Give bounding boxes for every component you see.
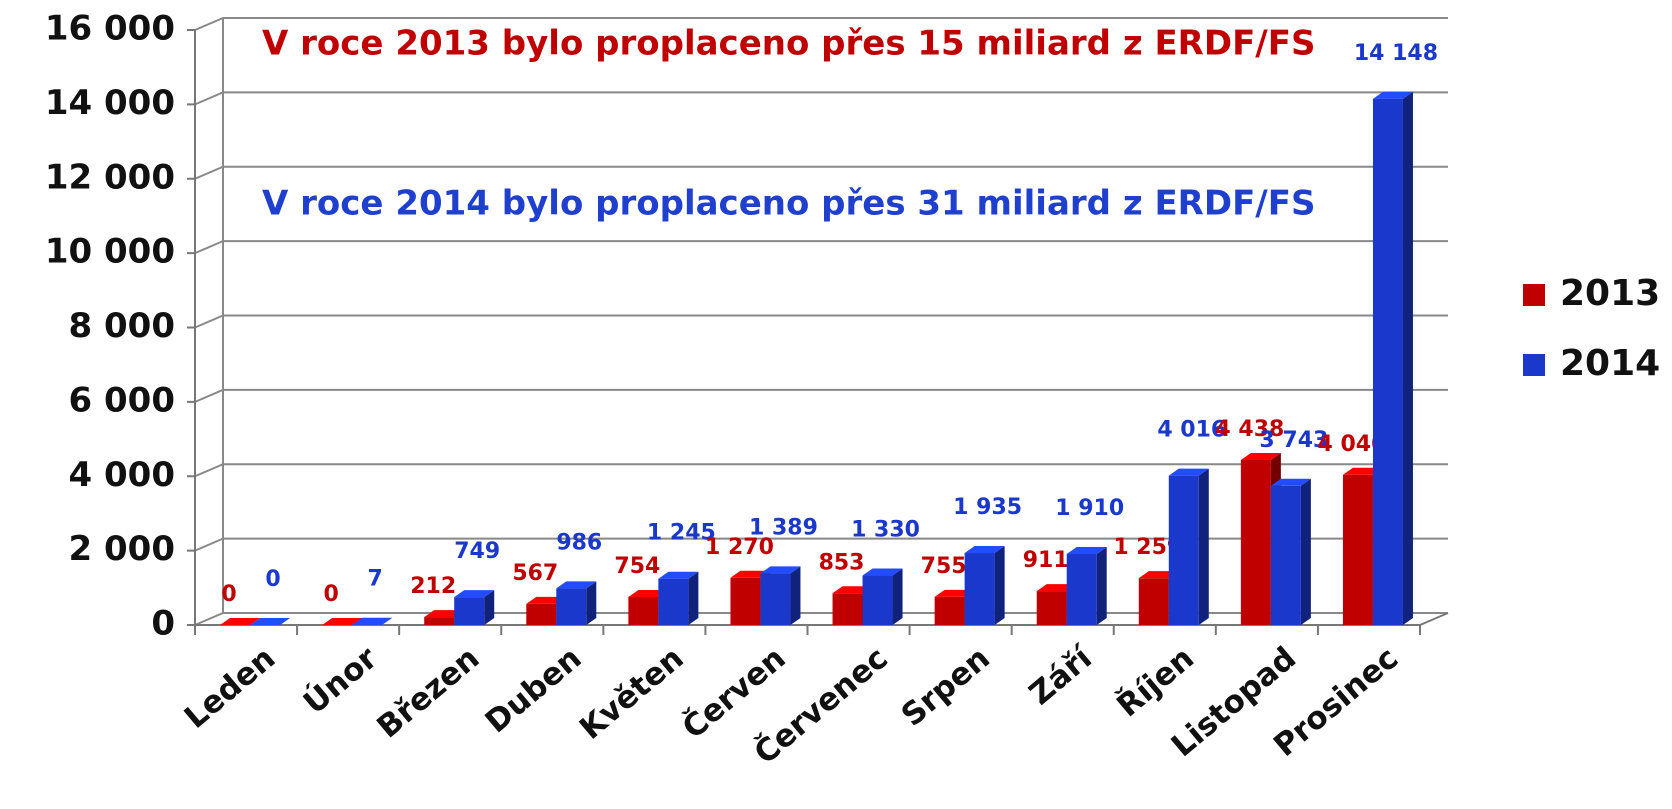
grid-line (195, 167, 1448, 179)
y-tick-label: 10 000 (45, 232, 175, 272)
grid-line (195, 92, 1448, 104)
x-tick-label: Září (1023, 639, 1100, 712)
bar-side (790, 566, 800, 625)
y-tick-label: 0 (151, 604, 175, 644)
value-label: 0 (221, 582, 236, 607)
value-label: 14 148 (1354, 41, 1438, 66)
value-label: 1 910 (1055, 496, 1124, 521)
y-tick-label: 8 000 (69, 306, 175, 346)
x-tick-label: Únor (296, 639, 385, 722)
bar (1037, 591, 1067, 625)
bar (1373, 99, 1403, 625)
x-tick-label: Říjen (1110, 640, 1201, 724)
value-label: 7 (367, 567, 382, 592)
bar (730, 578, 760, 625)
bar-side (1097, 547, 1107, 625)
value-label: 754 (614, 554, 660, 579)
grid-line (195, 390, 1448, 402)
value-label: 212 (410, 574, 456, 599)
bar-side (1199, 469, 1209, 625)
y-tick-label: 12 000 (45, 157, 175, 197)
bar-side (1403, 92, 1413, 625)
x-tick-label: Srpen (895, 640, 997, 734)
x-tick-label: Duben (479, 640, 589, 740)
value-label: 1 330 (851, 518, 920, 543)
legend-label: 2014 (1560, 343, 1660, 384)
bar-side (688, 572, 698, 625)
bar (1271, 486, 1301, 625)
y-tick-label: 6 000 (69, 380, 175, 420)
legend-label: 2013 (1560, 273, 1660, 314)
value-label: 567 (512, 561, 558, 586)
grid-line (195, 316, 1448, 328)
bar (526, 604, 556, 625)
value-label: 755 (921, 554, 967, 579)
bar (556, 588, 586, 625)
value-label: 0 (265, 567, 280, 592)
bar (760, 573, 790, 625)
bar (1343, 475, 1373, 625)
x-tick-label: Leden (178, 640, 282, 736)
value-label: 911 (1023, 548, 1069, 573)
bar (424, 617, 454, 625)
bar-side (1301, 479, 1311, 625)
y-tick-label: 14 000 (45, 83, 175, 123)
x-tick-label: Březen (370, 640, 486, 745)
bar (658, 579, 688, 625)
annotation: V roce 2014 bylo proplaceno přes 31 mili… (262, 184, 1315, 224)
value-label: 1 389 (749, 515, 818, 540)
y-tick-label: 16 000 (45, 9, 175, 49)
bar (1169, 476, 1199, 625)
value-label: 0 (323, 582, 338, 607)
bar-side (995, 546, 1005, 625)
value-label: 986 (556, 530, 602, 555)
bar (1241, 460, 1271, 625)
bar (1139, 578, 1169, 625)
grid-line (195, 241, 1448, 253)
x-tick-label: Květen (573, 640, 690, 747)
floor-edge (1420, 613, 1448, 625)
y-tick-label: 2 000 (69, 529, 175, 569)
bar (965, 553, 995, 625)
bar (454, 597, 484, 625)
y-tick-label: 4 000 (69, 455, 175, 495)
bar (833, 593, 863, 625)
value-label: 749 (454, 539, 500, 564)
bar-side (893, 569, 903, 625)
annotation: V roce 2013 bylo proplaceno přes 15 mili… (262, 24, 1315, 64)
legend-swatch (1523, 284, 1545, 306)
bar (863, 576, 893, 625)
legend-swatch (1523, 354, 1545, 376)
bar (628, 597, 658, 625)
bar (1067, 554, 1097, 625)
bar (935, 597, 965, 625)
value-label: 1 935 (953, 495, 1022, 520)
bar-side (586, 581, 596, 625)
value-label: 853 (819, 550, 865, 575)
